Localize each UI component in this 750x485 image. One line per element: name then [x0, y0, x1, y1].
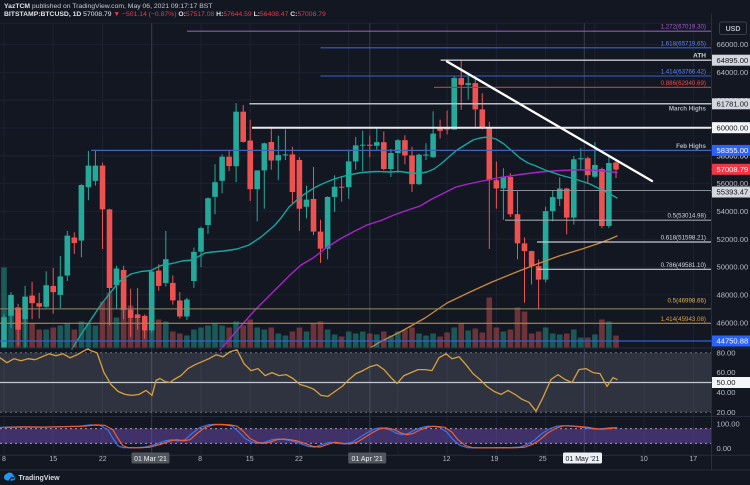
svg-text:64895.00: 64895.00: [717, 56, 749, 65]
svg-text:17: 17: [689, 456, 697, 463]
svg-text:66000.00: 66000.00: [717, 40, 749, 49]
svg-text:YazTCM published on TradingVie: YazTCM published on TradingView.com, May…: [4, 3, 212, 10]
svg-text:100.00: 100.00: [717, 419, 740, 428]
svg-text:1.414(45943.08): 1.414(45943.08): [661, 316, 706, 323]
svg-text:12: 12: [443, 456, 451, 463]
svg-text:Feb Highs: Feb Highs: [676, 143, 706, 150]
svg-text:54000.00: 54000.00: [717, 207, 749, 216]
svg-text:25: 25: [539, 456, 547, 463]
svg-text:01 Apr '21: 01 Apr '21: [352, 456, 383, 463]
svg-text:1.414(63766.42): 1.414(63766.42): [661, 69, 706, 76]
svg-text:58355.00: 58355.00: [717, 146, 749, 155]
svg-text:64000.00: 64000.00: [717, 68, 749, 77]
svg-text:40.00: 40.00: [717, 388, 736, 397]
svg-text:57008.79: 57008.79: [717, 165, 749, 174]
svg-text:March Highs: March Highs: [669, 106, 707, 113]
svg-text:15: 15: [246, 456, 254, 463]
svg-text:55393.47: 55393.47: [717, 188, 749, 197]
svg-text:01 May '21: 01 May '21: [565, 456, 599, 463]
svg-text:8: 8: [2, 456, 6, 463]
svg-text:0.5(53014.98): 0.5(53014.98): [667, 213, 706, 220]
svg-text:0.786(49581.10): 0.786(49581.10): [661, 262, 706, 269]
svg-text:50000.00: 50000.00: [717, 263, 749, 272]
svg-text:1.618(65719.65): 1.618(65719.65): [661, 40, 706, 47]
svg-text:15: 15: [49, 456, 57, 463]
svg-text:ATH: ATH: [693, 53, 706, 60]
svg-text:10: 10: [640, 456, 648, 463]
svg-text:60000.00: 60000.00: [717, 123, 749, 132]
svg-text:52000.00: 52000.00: [717, 235, 749, 244]
svg-text:0.00: 0.00: [717, 444, 732, 453]
svg-text:80.00: 80.00: [717, 348, 736, 357]
svg-text:0.5(46998.66): 0.5(46998.66): [667, 298, 706, 305]
svg-text:44750.88: 44750.88: [717, 337, 749, 346]
svg-text:20.00: 20.00: [717, 408, 736, 417]
svg-text:22: 22: [295, 456, 303, 463]
svg-text:0.886(62940.69): 0.886(62940.69): [661, 80, 706, 87]
svg-text:TradingView: TradingView: [19, 475, 61, 482]
svg-text:61781.00: 61781.00: [717, 99, 749, 108]
svg-text:19: 19: [491, 456, 499, 463]
svg-text:0.618(51598.21): 0.618(51598.21): [661, 235, 706, 242]
svg-text:56000.00: 56000.00: [717, 179, 749, 188]
svg-text:22: 22: [99, 456, 107, 463]
svg-text:1.272(67019.30): 1.272(67019.30): [661, 24, 706, 31]
svg-text:USD: USD: [726, 26, 741, 33]
svg-text:50.00: 50.00: [717, 378, 736, 387]
svg-text:60.00: 60.00: [717, 368, 736, 377]
svg-text:46000.00: 46000.00: [717, 318, 749, 327]
svg-text:48000.00: 48000.00: [717, 291, 749, 300]
svg-text:01 Mar '21: 01 Mar '21: [134, 456, 167, 463]
svg-text:8: 8: [198, 456, 202, 463]
svg-text:BITSTAMP:BTCUSD, 1D 57008.79 ▼: BITSTAMP:BTCUSD, 1D 57008.79 ▼ −501.14 (…: [4, 11, 326, 18]
